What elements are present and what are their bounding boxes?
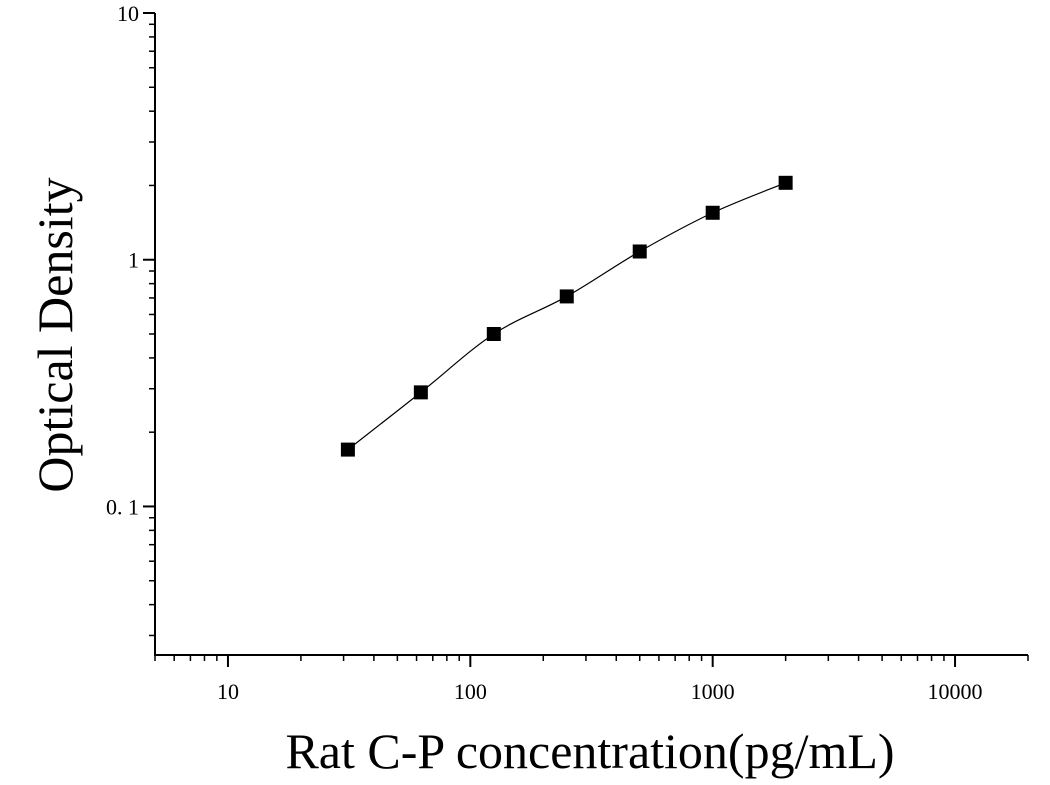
data-points [340, 175, 793, 457]
y-tick-labels: 0. 1 1 10 [106, 1, 139, 519]
x-tick-label: 100 [454, 679, 487, 704]
x-tick-label: 1000 [691, 679, 735, 704]
data-point [340, 442, 355, 457]
x-tick-label: 10 [217, 679, 239, 704]
x-tick-label: 10000 [928, 679, 983, 704]
y-tick-label: 0. 1 [106, 494, 139, 519]
data-point [705, 205, 720, 220]
data-point [778, 175, 793, 190]
y-major-ticks [143, 12, 155, 508]
x-axis-title: Rat C-P concentration(pg/mL) [285, 723, 894, 779]
x-major-ticks [226, 655, 957, 667]
data-point [632, 244, 647, 259]
y-tick-label: 1 [128, 248, 139, 273]
data-point [413, 385, 428, 400]
data-point [486, 327, 501, 341]
data-point [559, 289, 574, 304]
x-tick-labels: 10 100 1000 10000 [217, 679, 983, 704]
fit-curve-line [347, 182, 786, 451]
y-tick-label: 10 [117, 1, 139, 26]
y-axis-title: Optical Density [27, 177, 83, 492]
